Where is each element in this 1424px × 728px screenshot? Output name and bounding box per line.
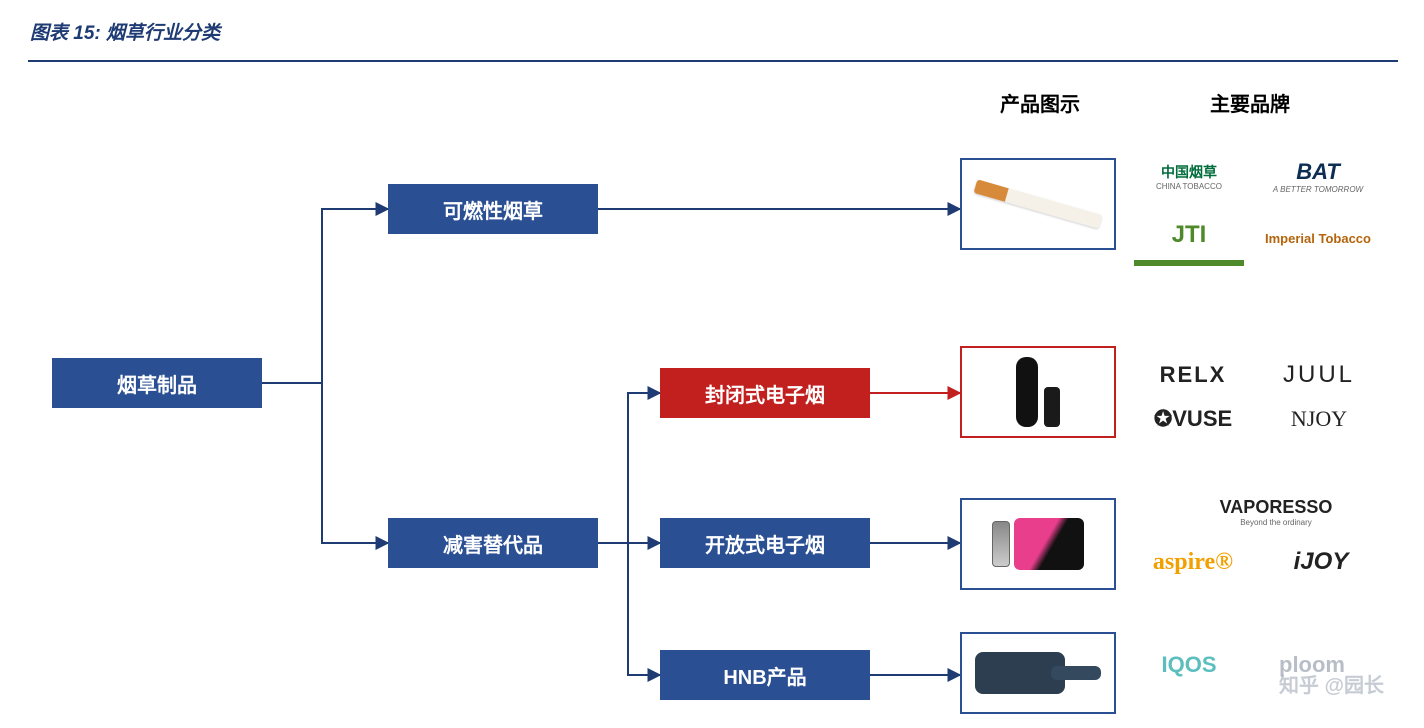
connector-3 — [598, 393, 660, 543]
product-image-hnb — [960, 632, 1116, 714]
product-image-closed — [960, 346, 1116, 438]
connector-1 — [262, 383, 388, 543]
node-open: 开放式电子烟 — [660, 518, 870, 568]
brand-combust-2: JTI — [1134, 210, 1244, 266]
brand-combust-3: Imperial Tobacco — [1252, 210, 1384, 266]
brand-open-2: iJOY — [1266, 540, 1376, 584]
node-combust: 可燃性烟草 — [388, 184, 598, 234]
figure-caption: 烟草行业分类 — [106, 23, 220, 44]
node-root: 烟草制品 — [52, 358, 262, 408]
node-closed: 封闭式电子烟 — [660, 368, 870, 418]
brand-hnb-0: IQOS — [1134, 640, 1244, 690]
figure-number: 图表 15: — [30, 23, 101, 44]
brand-closed-0: RELX — [1134, 356, 1252, 394]
node-hnb: HNB产品 — [660, 650, 870, 700]
brand-open-0: VAPORESSOBeyond the ordinary — [1176, 490, 1376, 534]
figure-title: 图表 15: 烟草行业分类 — [30, 18, 220, 45]
connector-0 — [262, 209, 388, 383]
brand-combust-1: BATA BETTER TOMORROW — [1252, 148, 1384, 204]
node-harm: 减害替代品 — [388, 518, 598, 568]
watermark: 知乎 @园长 — [1279, 669, 1384, 698]
brand-open-1: aspire® — [1128, 540, 1258, 584]
brand-combust-0: 中国烟草CHINA TOBACCO — [1134, 148, 1244, 204]
product-image-open — [960, 498, 1116, 590]
col-header-brands: 主要品牌 — [1210, 88, 1290, 117]
brand-closed-1: JUUL — [1260, 356, 1378, 394]
brand-closed-2: ✪VUSE — [1134, 400, 1252, 438]
connector-5 — [598, 543, 660, 675]
brand-closed-3: NJOY — [1260, 400, 1378, 438]
product-image-combust — [960, 158, 1116, 250]
col-header-product: 产品图示 — [1000, 88, 1080, 117]
title-divider — [28, 60, 1398, 62]
